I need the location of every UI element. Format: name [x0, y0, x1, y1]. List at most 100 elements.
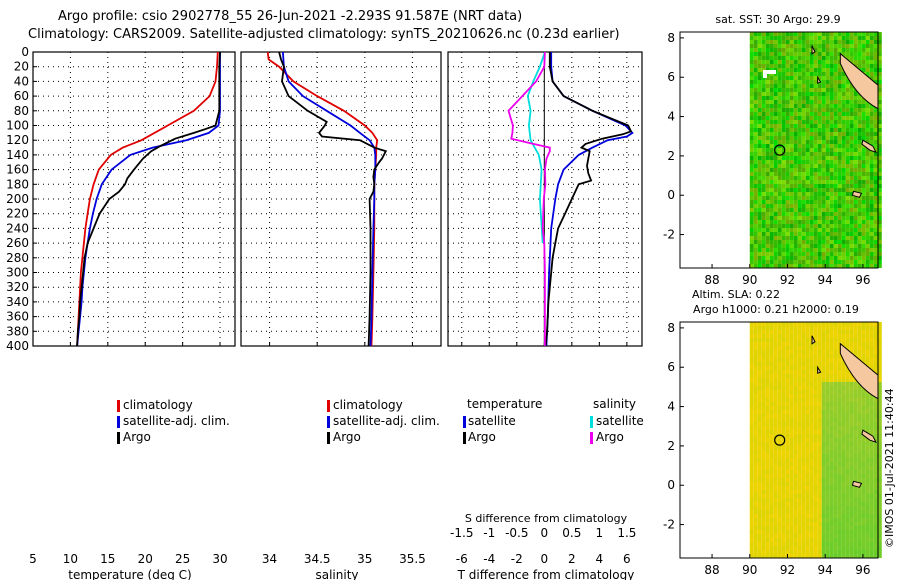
- map-cell: [817, 406, 822, 410]
- map-cell: [809, 120, 814, 124]
- map-cell: [865, 124, 870, 128]
- map-cell: [837, 100, 842, 104]
- map-cell: [825, 362, 830, 366]
- map-cell: [873, 240, 878, 244]
- map-cell: [773, 326, 778, 330]
- map-cell: [837, 490, 842, 494]
- map-cell: [761, 140, 766, 144]
- map-cell: [753, 546, 758, 550]
- map-cell: [857, 224, 862, 228]
- map-cell: [777, 466, 782, 470]
- map-cell: [861, 188, 866, 192]
- map-cell: [825, 232, 830, 236]
- map-cell: [849, 96, 854, 100]
- map-x-tick-label: 88: [704, 273, 719, 287]
- map-cell: [877, 100, 882, 104]
- map-cell: [837, 256, 842, 260]
- map-cell: [805, 168, 810, 172]
- map-cell: [849, 156, 854, 160]
- map-cell: [829, 132, 834, 136]
- map-cell: [789, 346, 794, 350]
- map-cell: [809, 128, 814, 132]
- map-cell: [813, 386, 818, 390]
- map-cell: [825, 148, 830, 152]
- map-cell: [797, 518, 802, 522]
- map-cell: [833, 228, 838, 232]
- map-cell: [801, 236, 806, 240]
- map-cell: [789, 176, 794, 180]
- map-cell: [809, 490, 814, 494]
- map-cell: [769, 394, 774, 398]
- map-cell: [869, 442, 874, 446]
- map-cell: [841, 486, 846, 490]
- map-cell: [817, 542, 822, 546]
- map-cell: [801, 184, 806, 188]
- map-cell: [801, 470, 806, 474]
- map-cell: [769, 252, 774, 256]
- map-cell: [853, 108, 858, 112]
- map-cell: [749, 96, 754, 100]
- map-cell: [813, 96, 818, 100]
- map-cell: [761, 450, 766, 454]
- map-cell: [781, 382, 786, 386]
- map-cell: [789, 434, 794, 438]
- map-cell: [845, 116, 850, 120]
- map-cell: [813, 236, 818, 240]
- map-cell: [781, 514, 786, 518]
- map-cell: [761, 200, 766, 204]
- map-cell: [749, 84, 754, 88]
- map-y-tick-label: 2: [667, 149, 675, 163]
- map-cell: [809, 386, 814, 390]
- map-cell: [785, 338, 790, 342]
- map-cell: [773, 410, 778, 414]
- map-cell: [785, 434, 790, 438]
- map-cell: [757, 330, 762, 334]
- map-cell: [809, 152, 814, 156]
- map-cell: [853, 442, 858, 446]
- map-cell: [825, 514, 830, 518]
- map-cell: [773, 104, 778, 108]
- map-cell: [777, 422, 782, 426]
- map-cell: [773, 84, 778, 88]
- map-cell: [749, 64, 754, 68]
- map-cell: [805, 338, 810, 342]
- map-cell: [849, 438, 854, 442]
- map-cell: [861, 330, 866, 334]
- map-cell: [773, 256, 778, 260]
- map-cell: [841, 36, 846, 40]
- map-cell: [873, 458, 878, 462]
- map-cell: [873, 346, 878, 350]
- map-cell: [821, 354, 826, 358]
- map-cell: [805, 442, 810, 446]
- map-cell: [785, 382, 790, 386]
- map-cell: [805, 236, 810, 240]
- map-cell: [781, 200, 786, 204]
- depth-tick-label: 340: [6, 295, 29, 309]
- map-cell: [873, 506, 878, 510]
- depth-tick-label: 360: [6, 310, 29, 324]
- map-cell: [845, 454, 850, 458]
- map-cell: [857, 550, 862, 554]
- map-cell: [793, 164, 798, 168]
- map-cell: [825, 526, 830, 530]
- map-cell: [829, 342, 834, 346]
- map-cell: [797, 216, 802, 220]
- map-cell: [749, 256, 754, 260]
- map-cell: [821, 216, 826, 220]
- map-cell: [833, 462, 838, 466]
- map-cell: [877, 104, 882, 108]
- map-cell: [829, 330, 834, 334]
- map-cell: [817, 554, 822, 558]
- map-cell: [857, 96, 862, 100]
- map-cell: [769, 248, 774, 252]
- series-line-salinity-argo: [507, 51, 551, 346]
- map-cell: [785, 92, 790, 96]
- map-cell: [857, 406, 862, 410]
- map-cell: [809, 354, 814, 358]
- map-cell: [805, 112, 810, 116]
- map-cell: [805, 164, 810, 168]
- map-cell: [865, 48, 870, 52]
- map-cell: [769, 112, 774, 116]
- map-cell: [809, 482, 814, 486]
- map-cell: [845, 506, 850, 510]
